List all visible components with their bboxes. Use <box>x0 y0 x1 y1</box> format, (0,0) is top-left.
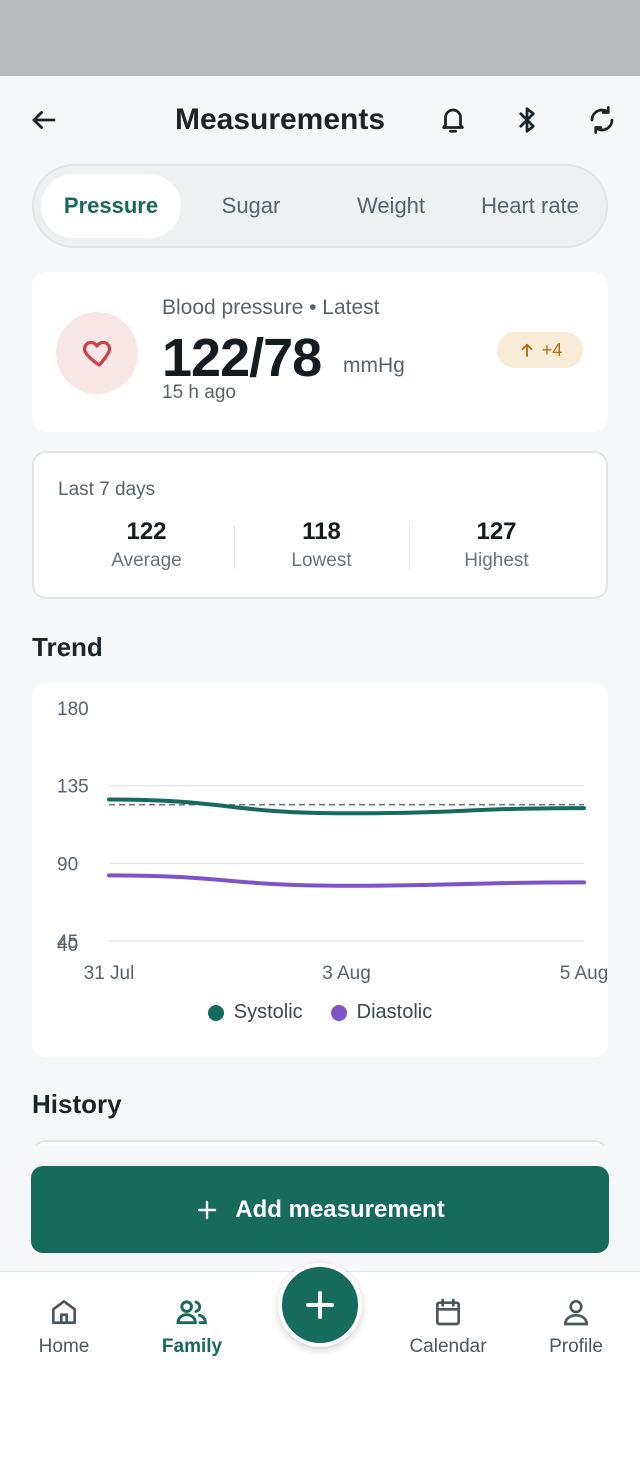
y-tick-label: 40 <box>57 935 78 956</box>
stat-highest: 127 Highest <box>409 517 584 575</box>
bell-icon <box>442 108 464 133</box>
stat-label: Highest <box>464 550 529 571</box>
arrow-up-icon <box>521 343 533 357</box>
latest-unit: mmHg <box>343 354 405 377</box>
bluetooth-icon <box>519 107 535 133</box>
x-tick-label: 5 Aug <box>560 963 608 984</box>
notifications-button[interactable] <box>433 100 473 140</box>
legend-label: Diastolic <box>356 1001 433 1023</box>
stat-divider <box>234 525 235 569</box>
plus-icon <box>198 1200 217 1219</box>
stat-average: 122 Average <box>59 517 234 575</box>
stat-label: Lowest <box>291 550 352 571</box>
history-heading: History <box>32 1089 122 1119</box>
latest-reading-card[interactable]: Blood pressure • Latest 122/78 mmHg 15 h… <box>32 272 608 432</box>
nav-label: Profile <box>549 1336 603 1357</box>
latest-label: Blood pressure • Latest <box>162 296 380 319</box>
nav-family[interactable]: Family <box>128 1292 256 1358</box>
plus-icon <box>306 1291 334 1319</box>
legend-systolic: Systolic <box>207 1001 303 1024</box>
stats-card: Last 7 days 122 Average 118 Lowest 127 H… <box>32 451 608 599</box>
add-measurement-label: Add measurement <box>235 1195 445 1223</box>
y-tick-label: 90 <box>57 854 78 875</box>
measurement-tabs: Pressure Sugar Weight Heart rate <box>32 164 608 248</box>
home-icon <box>52 1300 76 1324</box>
sync-icon <box>590 106 614 134</box>
page-title: Measurements <box>174 103 386 136</box>
nav-label: Family <box>161 1336 223 1357</box>
latest-value: 122/78 <box>162 328 322 388</box>
heart-badge <box>56 312 138 394</box>
delta-badge: +4 <box>497 332 583 368</box>
app-screen: Measurements Pressure Sugar Weight Heart… <box>0 76 640 1271</box>
stat-value: 122 <box>126 518 167 545</box>
tab-sugar[interactable]: Sugar <box>221 193 281 218</box>
bluetooth-button[interactable] <box>507 100 547 140</box>
trend-heading: Trend <box>32 632 103 662</box>
delta-value: +4 <box>541 339 563 360</box>
y-tick-label: 45 <box>57 932 78 953</box>
stat-divider <box>409 525 410 569</box>
app-header: Measurements <box>0 76 640 164</box>
y-tick-label: 180 <box>57 699 89 720</box>
quick-add-fab[interactable] <box>278 1263 362 1347</box>
chart-legend: Systolic Diastolic <box>32 1001 608 1024</box>
nav-profile[interactable]: Profile <box>512 1292 640 1358</box>
x-tick-label: 31 Jul <box>84 963 135 984</box>
tab-heart-rate[interactable]: Heart rate <box>481 193 579 218</box>
tab-weight[interactable]: Weight <box>356 193 426 218</box>
latest-time: 15 h ago <box>162 382 236 403</box>
back-button[interactable] <box>24 100 64 140</box>
add-measurement-button[interactable]: Add measurement <box>31 1166 609 1253</box>
family-icon <box>176 1300 207 1325</box>
systolic-line <box>107 797 586 816</box>
nav-home[interactable]: Home <box>0 1292 128 1358</box>
nav-calendar[interactable]: Calendar <box>384 1292 512 1358</box>
profile-icon <box>563 1300 589 1326</box>
arrow-left-icon <box>32 111 56 129</box>
tab-pressure[interactable]: Pressure <box>41 174 181 238</box>
legend-dot-diastolic <box>330 1004 347 1021</box>
x-tick-label: 3 Aug <box>322 963 371 984</box>
stats-period-label: Last 7 days <box>58 479 156 500</box>
legend-label: Systolic <box>233 1001 303 1023</box>
stat-value: 127 <box>476 518 517 545</box>
nav-label: Home <box>38 1336 90 1357</box>
trend-chart-card: 180 135 90 45 40 31 Jul 3 Aug 5 Aug Systolic Di… <box>32 683 608 1057</box>
legend-diastolic: Diastolic <box>330 1001 433 1024</box>
calendar-icon <box>436 1298 460 1326</box>
stat-label: Average <box>111 550 182 571</box>
status-bar <box>0 0 640 76</box>
legend-dot-systolic <box>207 1004 224 1021</box>
y-tick-label: 135 <box>57 777 89 798</box>
sync-button[interactable] <box>582 100 622 140</box>
heart-icon <box>82 340 112 367</box>
stat-value: 118 <box>302 518 341 545</box>
stat-lowest: 118 Lowest <box>234 517 409 575</box>
nav-label: Calendar <box>409 1336 487 1357</box>
diastolic-line <box>107 873 586 888</box>
